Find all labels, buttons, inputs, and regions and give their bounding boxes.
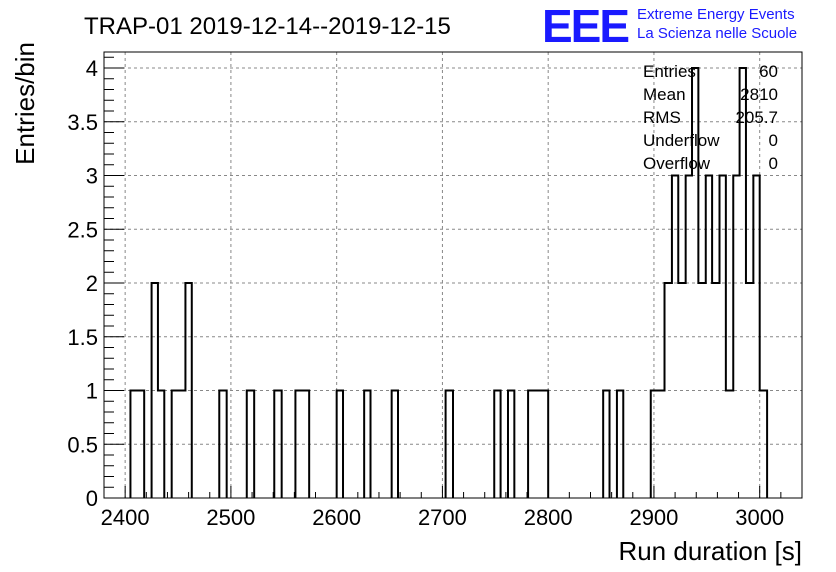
histogram-bin bbox=[672, 176, 678, 499]
stat-label: Mean bbox=[643, 85, 686, 104]
x-tick-label: 2500 bbox=[206, 505, 255, 530]
stat-label: Underflow bbox=[643, 131, 720, 150]
y-tick-label: 1.5 bbox=[67, 325, 98, 350]
y-tick-label: 2 bbox=[86, 271, 98, 296]
histogram-bin bbox=[733, 176, 739, 499]
stat-value: 2810 bbox=[740, 85, 778, 104]
histogram-bin bbox=[760, 391, 767, 499]
histogram-bin bbox=[130, 391, 144, 499]
histogram-bin bbox=[158, 391, 164, 499]
histogram-bin bbox=[753, 176, 759, 499]
histogram-bin bbox=[720, 176, 726, 499]
y-axis-label: Entries/bin bbox=[10, 42, 40, 165]
histogram-bin bbox=[617, 391, 623, 499]
x-tick-label: 2900 bbox=[629, 505, 678, 530]
histogram-outline bbox=[129, 67, 769, 498]
histogram-bin bbox=[494, 391, 500, 499]
histogram-bin bbox=[185, 283, 191, 498]
stat-label: Entries bbox=[643, 62, 696, 81]
histogram-bin bbox=[508, 391, 514, 499]
histogram-bin bbox=[528, 391, 548, 499]
stat-label: Overflow bbox=[643, 154, 711, 173]
histogram-bin bbox=[295, 391, 309, 499]
histogram-bin bbox=[247, 391, 254, 499]
tick-layer: 2400 2500 2600 2700 2800 2900 3000 0 0.5 1 1.5 2 2.5… bbox=[67, 56, 803, 530]
histogram-bin bbox=[665, 283, 672, 498]
histogram-bin bbox=[172, 391, 186, 499]
stat-value: 60 bbox=[759, 62, 778, 81]
x-axis-label: Run duration [s] bbox=[618, 536, 802, 566]
y-tick-label: 0.5 bbox=[67, 432, 98, 457]
histogram-bin bbox=[446, 391, 453, 499]
histogram-bin bbox=[746, 283, 753, 498]
y-tick-label: 1 bbox=[86, 379, 98, 404]
stat-label: RMS bbox=[643, 108, 681, 127]
histogram-bin bbox=[726, 391, 733, 499]
stat-value: 205.7 bbox=[735, 108, 778, 127]
histogram-bin bbox=[219, 391, 226, 499]
plot-frame bbox=[103, 51, 803, 499]
x-tick-label: 2800 bbox=[524, 505, 573, 530]
stat-value: 0 bbox=[769, 131, 778, 150]
x-tick-label: 2700 bbox=[418, 505, 467, 530]
eee-logo: EEE Extreme Energy Events La Scienza nel… bbox=[542, 0, 797, 52]
histogram-bin bbox=[364, 391, 370, 499]
histogram-bin bbox=[698, 283, 705, 498]
histogram-bin bbox=[337, 391, 343, 499]
logo-line-2: La Scienza nelle Scuole bbox=[637, 25, 797, 42]
eee-logo-mark: EEE bbox=[542, 0, 628, 52]
y-tick-label: 3 bbox=[86, 164, 98, 189]
histogram-bin bbox=[706, 176, 712, 499]
x-tick-label: 3000 bbox=[735, 505, 784, 530]
histogram-bin bbox=[686, 176, 692, 499]
histogram-bin bbox=[651, 391, 665, 499]
histogram-bin bbox=[712, 283, 719, 498]
x-tick-label: 2400 bbox=[101, 505, 150, 530]
y-tick-label: 0 bbox=[86, 486, 98, 511]
x-tick-label: 2600 bbox=[312, 505, 361, 530]
chart-title: TRAP-01 2019-12-14--2019-12-15 bbox=[84, 13, 451, 40]
y-tick-label: 4 bbox=[86, 56, 98, 81]
stat-value: 0 bbox=[769, 154, 778, 173]
histogram-bin bbox=[678, 283, 685, 498]
histogram-bin bbox=[392, 391, 398, 499]
logo-line-1: Extreme Energy Events bbox=[637, 6, 795, 23]
y-tick-label: 2.5 bbox=[67, 217, 98, 242]
histogram-bin bbox=[152, 283, 158, 498]
histogram-bin bbox=[274, 391, 281, 499]
histogram-bin bbox=[603, 391, 609, 499]
y-tick-label: 3.5 bbox=[67, 110, 98, 135]
stats-box: Entries 60 Mean 2810 RMS 205.7 Underflow 0 Overf… bbox=[643, 62, 778, 173]
histogram-layer bbox=[129, 67, 769, 499]
histogram-bin bbox=[740, 68, 746, 498]
